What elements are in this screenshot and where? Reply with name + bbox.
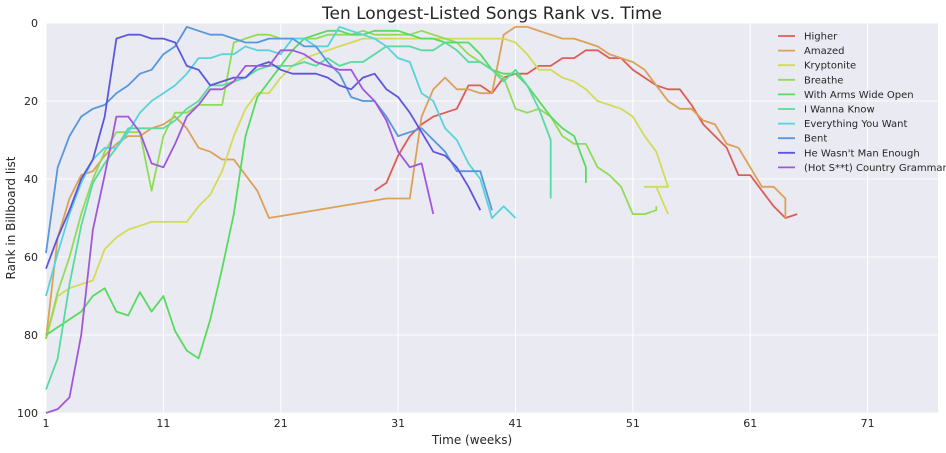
legend-label: He Wasn't Man Enough bbox=[804, 148, 920, 159]
y-tick-label: 40 bbox=[24, 173, 38, 186]
x-tick-label: 71 bbox=[861, 417, 875, 430]
legend-label: Everything You Want bbox=[804, 119, 907, 130]
legend-label: Breathe bbox=[804, 75, 843, 86]
legend-label: (Hot S**t) Country Grammar bbox=[804, 163, 946, 174]
grid-lines bbox=[45, 22, 938, 414]
chart-title: Ten Longest-Listed Songs Rank vs. Time bbox=[321, 4, 662, 24]
x-tick-label: 1 bbox=[43, 417, 50, 430]
legend-label: With Arms Wide Open bbox=[804, 90, 914, 101]
x-tick-label: 21 bbox=[274, 417, 288, 430]
x-tick-label: 61 bbox=[743, 417, 757, 430]
legend-label: Kryptonite bbox=[804, 61, 856, 72]
series-line-8 bbox=[45, 33, 482, 270]
x-axis-label: Time (weeks) bbox=[431, 433, 512, 447]
x-tick-label: 11 bbox=[156, 417, 170, 430]
x-tick-label: 31 bbox=[391, 417, 405, 430]
x-tick-label: 41 bbox=[508, 417, 522, 430]
series-line-5 bbox=[45, 41, 552, 390]
y-tick-label: 0 bbox=[31, 17, 38, 30]
y-tick-label: 80 bbox=[24, 329, 38, 342]
series-line-0 bbox=[374, 49, 798, 219]
y-tick-label: 100 bbox=[17, 407, 38, 420]
series-line-7 bbox=[45, 26, 493, 254]
legend-label: I Wanna Know bbox=[804, 105, 875, 116]
series-line-6 bbox=[45, 26, 517, 297]
y-tick-label: 20 bbox=[24, 95, 38, 108]
y-tick-label: 60 bbox=[24, 251, 38, 264]
legend: Higher Amazed Kryptonite Breathe With Arms W… bbox=[778, 32, 946, 174]
y-axis-label: Rank in Billboard list bbox=[4, 156, 18, 279]
legend-label: Bent bbox=[804, 134, 827, 145]
series-lines bbox=[45, 26, 798, 414]
series-line-9 bbox=[45, 49, 435, 414]
legend-label: Higher bbox=[804, 32, 838, 43]
x-tick-label: 51 bbox=[626, 417, 640, 430]
series-line-4 bbox=[45, 29, 587, 360]
legend-label: Amazed bbox=[804, 46, 844, 57]
